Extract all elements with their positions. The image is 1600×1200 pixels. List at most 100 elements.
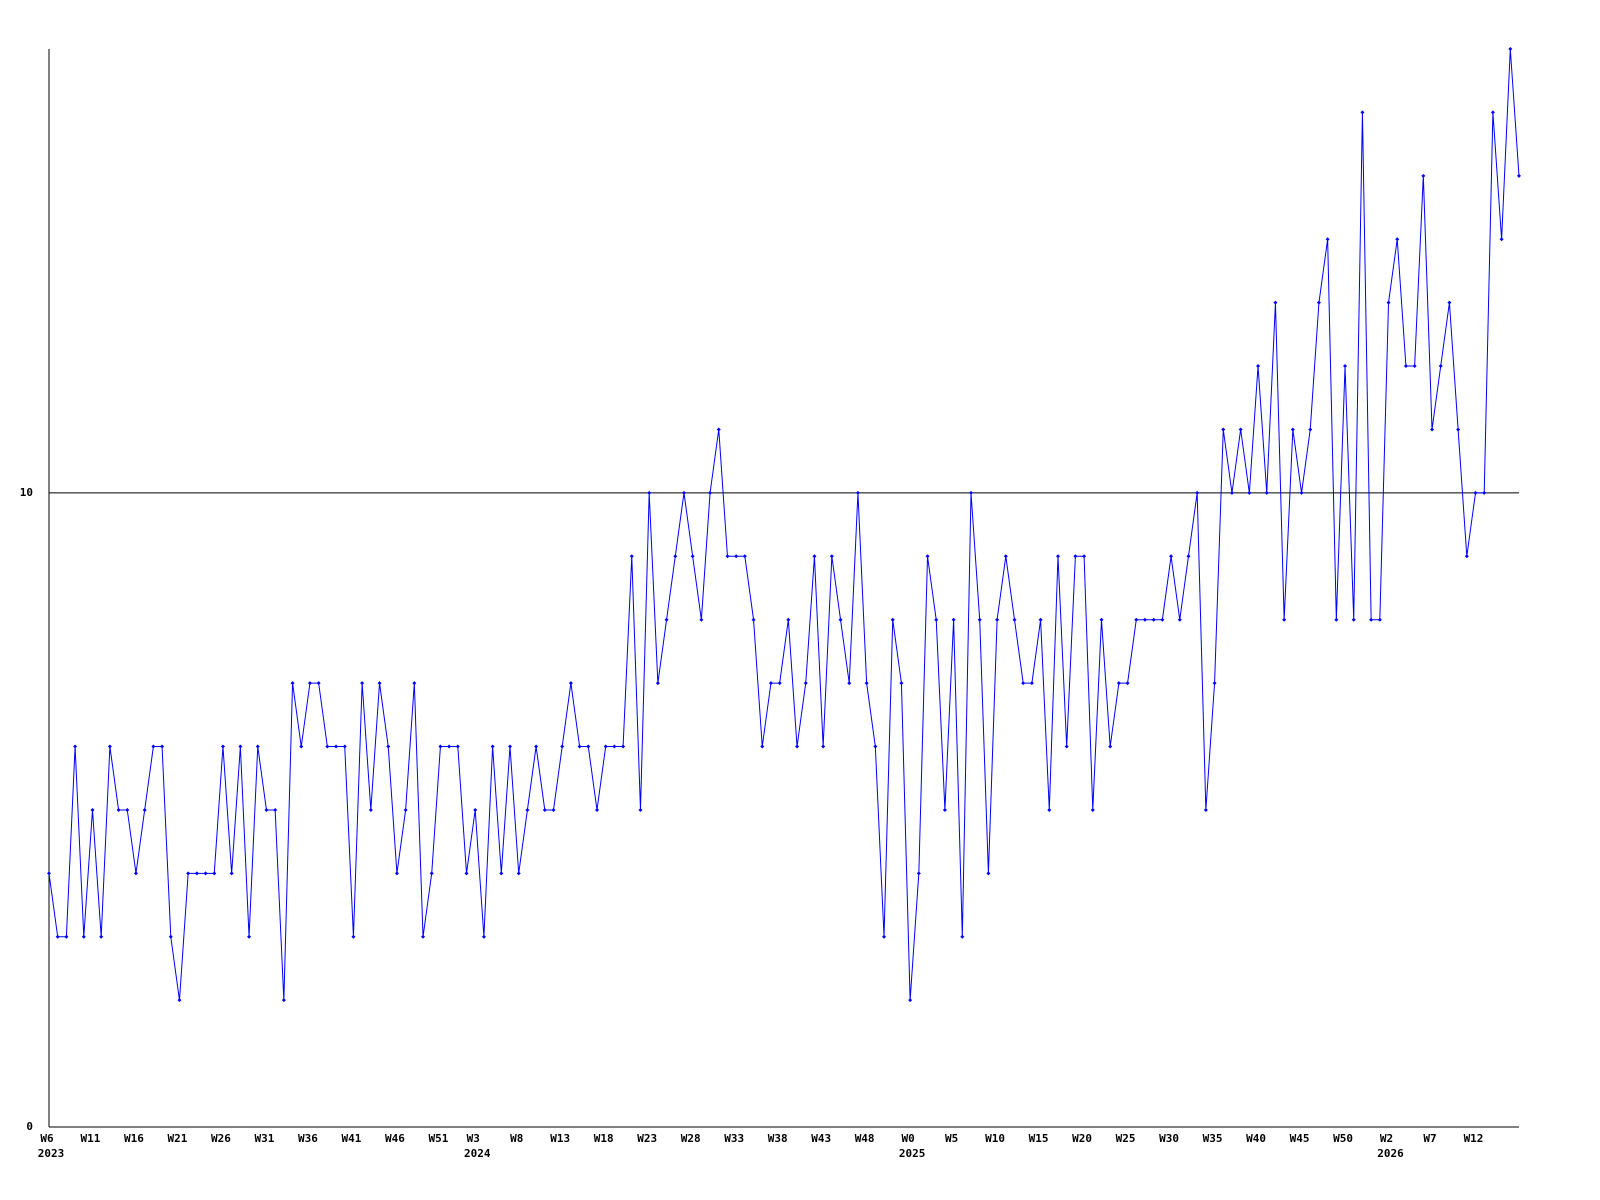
data-point (1456, 427, 1461, 432)
data-point (1316, 300, 1321, 305)
y-tick-label: 0 (26, 1120, 33, 1133)
data-point (177, 998, 182, 1003)
data-point (1116, 681, 1121, 686)
x-tick-label: W15 (1029, 1132, 1049, 1145)
x-tick-label: W38 (768, 1132, 788, 1145)
data-point (447, 744, 452, 749)
data-point (1517, 173, 1521, 178)
data-point (403, 807, 408, 812)
data-point (229, 871, 234, 876)
data-point (664, 617, 669, 622)
data-point (1221, 427, 1226, 432)
data-point (290, 681, 295, 686)
data-point (1273, 300, 1278, 305)
data-point (1264, 490, 1269, 495)
data-point (368, 807, 373, 812)
data-point (1108, 744, 1113, 749)
data-point (803, 681, 808, 686)
data-point (1195, 490, 1200, 495)
data-point (786, 617, 791, 622)
data-point (742, 554, 747, 559)
data-point (586, 744, 591, 749)
data-point (499, 871, 504, 876)
x-tick-label: W13 (550, 1132, 570, 1145)
x-tick-label: W18 (594, 1132, 614, 1145)
y-tick-label: 10 (20, 486, 33, 499)
x-tick-label: W3 (467, 1132, 480, 1145)
data-point (125, 807, 130, 812)
data-point (777, 681, 782, 686)
data-point (638, 807, 643, 812)
data-point (464, 871, 469, 876)
data-point (438, 744, 443, 749)
x-year-label: 2026 (1377, 1147, 1404, 1160)
data-point (194, 871, 199, 876)
data-point (1360, 110, 1365, 115)
data-point (838, 617, 843, 622)
data-point (1055, 554, 1060, 559)
data-point (864, 681, 869, 686)
data-point (1177, 617, 1182, 622)
data-point (812, 554, 817, 559)
x-tick-label: W51 (428, 1132, 448, 1145)
data-point (307, 681, 312, 686)
x-tick-label: W2 (1380, 1132, 1393, 1145)
x-tick-label: W26 (211, 1132, 231, 1145)
data-point (603, 744, 608, 749)
x-tick-label: W23 (637, 1132, 657, 1145)
data-point (299, 744, 304, 749)
data-point (1238, 427, 1243, 432)
x-tick-label: W46 (385, 1132, 405, 1145)
data-point (1047, 807, 1052, 812)
data-point (934, 617, 939, 622)
data-point (133, 871, 138, 876)
data-point (47, 871, 51, 876)
data-point (1021, 681, 1026, 686)
data-point (247, 934, 252, 939)
data-point (647, 490, 652, 495)
data-point (412, 681, 417, 686)
data-point (890, 617, 895, 622)
x-tick-label: W35 (1203, 1132, 1223, 1145)
data-point (64, 934, 69, 939)
x-year-label: 2024 (464, 1147, 491, 1160)
x-tick-label: W8 (510, 1132, 523, 1145)
data-point (1099, 617, 1104, 622)
x-tick-label: W31 (255, 1132, 275, 1145)
data-point (1212, 681, 1217, 686)
data-point (1160, 617, 1165, 622)
data-point (629, 554, 634, 559)
data-point (455, 744, 460, 749)
data-point (916, 871, 921, 876)
data-point (1186, 554, 1191, 559)
data-point (1308, 427, 1313, 432)
x-tick-label: W50 (1333, 1132, 1353, 1145)
data-point (99, 934, 104, 939)
x-tick-label: W10 (985, 1132, 1005, 1145)
x-tick-label: W12 (1464, 1132, 1484, 1145)
data-point (203, 871, 208, 876)
data-point (1430, 427, 1435, 432)
data-point (516, 871, 521, 876)
data-point (351, 934, 356, 939)
data-point (281, 998, 286, 1003)
data-point (1412, 364, 1417, 369)
data-point (1134, 617, 1139, 622)
data-point (1151, 617, 1156, 622)
data-point (734, 554, 739, 559)
data-point (1038, 617, 1043, 622)
data-point (568, 681, 573, 686)
data-point (673, 554, 678, 559)
data-point (925, 554, 930, 559)
data-point (882, 934, 887, 939)
data-point (960, 934, 965, 939)
x-tick-label: W0 (901, 1132, 914, 1145)
x-year-label: 2023 (38, 1147, 65, 1160)
x-tick-label: W6 (40, 1132, 54, 1145)
data-point (273, 807, 278, 812)
data-point (725, 554, 730, 559)
data-point (681, 490, 686, 495)
data-point (1282, 617, 1287, 622)
data-point (151, 744, 156, 749)
data-point (986, 871, 991, 876)
